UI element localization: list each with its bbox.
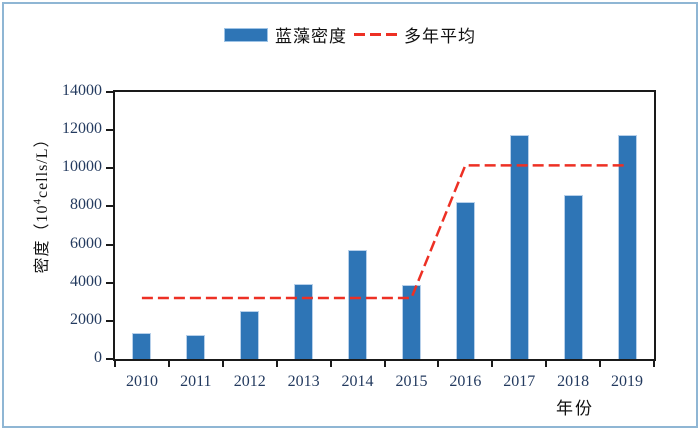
y-tick [106,319,113,322]
x-tick-label-2017: 2017 [503,373,536,390]
average-line [141,164,627,300]
y-tick-label: 12000 [62,120,102,138]
x-tick [599,361,602,367]
y-tick-label: 8000 [70,196,102,214]
bar-2017 [509,134,529,359]
y-tick-label: 0 [94,349,102,366]
x-tick [653,361,655,367]
x-axis-title: 年份 [556,399,594,418]
x-tick [329,361,332,367]
x-tick-label-2016: 2016 [449,373,482,390]
bar-2016 [455,201,475,359]
bar-2015 [401,284,421,359]
x-tick [437,361,440,367]
bar-2019 [617,134,637,359]
legend-bar-label: 蓝藻密度 [275,27,347,46]
y-tick [106,91,113,93]
x-tick-label-2010: 2010 [125,373,158,390]
x-tick [221,361,224,367]
x-tick [545,361,548,367]
bar-2012 [240,311,260,359]
average-line-layer [141,164,627,300]
y-tick [106,205,113,208]
y-tick [106,281,113,284]
bar-2018 [563,195,583,359]
x-tick [167,361,170,367]
x-tick [275,361,278,367]
plot-inner [115,92,654,359]
x-tick [114,361,116,367]
y-tick [106,243,113,246]
x-tick-label-2019: 2019 [611,373,644,390]
legend-line-label: 多年平均 [404,27,476,46]
bar-2011 [186,335,206,359]
y-tick-label: 6000 [70,234,102,252]
bar-2010 [132,333,152,359]
x-tick-label-2011: 2011 [180,373,212,390]
x-tick [383,361,386,367]
x-tick-label-2013: 2013 [287,373,320,390]
bar-2014 [348,250,368,359]
y-tick [106,167,113,170]
y-tick-label: 4000 [70,272,102,290]
legend-line-sample [354,33,397,36]
legend: 蓝藻密度 多年平均 [0,22,700,47]
legend-bar-swatch [224,27,268,42]
bar-2013 [294,283,314,359]
y-tick-label: 14000 [62,82,102,99]
x-tick-label-2018: 2018 [557,373,590,390]
y-tick [106,129,113,132]
x-tick-label-2014: 2014 [341,373,374,390]
x-tick-label-2015: 2015 [395,373,428,390]
plot-area [113,90,656,361]
y-tick [106,358,113,360]
x-tick [491,361,494,367]
y-tick-label: 10000 [62,158,102,176]
y-tick-label: 2000 [70,310,102,328]
x-tick-label-2012: 2012 [233,373,266,390]
